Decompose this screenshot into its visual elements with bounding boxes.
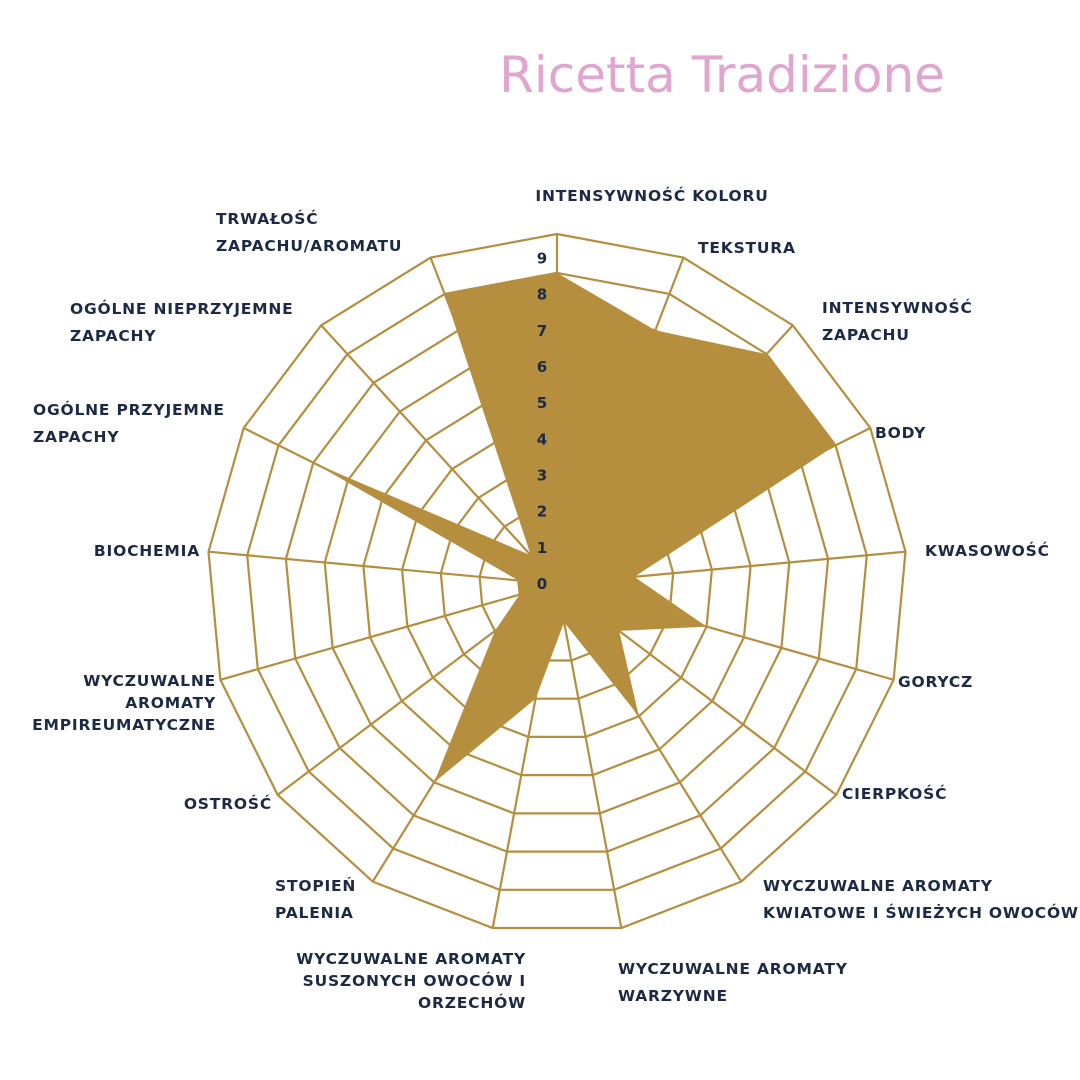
spoke xyxy=(556,427,871,585)
grid-ring xyxy=(517,543,597,624)
spoke xyxy=(220,582,558,681)
axis-label: KWASOWOŚĆ xyxy=(925,541,1050,560)
axis-label: BIOCHEMIA xyxy=(94,542,200,560)
grid-ring xyxy=(284,310,830,853)
spoke xyxy=(243,427,558,585)
tick-label: 0 xyxy=(537,575,547,593)
axis-label: PALENIA xyxy=(275,904,354,922)
grid-ring xyxy=(323,349,791,815)
axis-label: OSTROŚĆ xyxy=(184,794,272,813)
spoke xyxy=(555,257,685,585)
axis-label: TRWAŁOŚĆ xyxy=(216,209,318,228)
axis-label: BODY xyxy=(875,424,926,442)
axis-label: OGÓLNE NIEPRZYJEMNE xyxy=(70,299,294,318)
spoke xyxy=(555,583,623,929)
spoke xyxy=(556,324,794,585)
axis-label: OGÓLNE PRZYJEMNE xyxy=(33,400,225,419)
spoke xyxy=(371,583,558,883)
tick-label: 9 xyxy=(537,250,547,268)
axis-label: CIERPKOŚĆ xyxy=(842,784,947,803)
axis-label: ZAPACHY xyxy=(33,428,119,446)
axis-label: EMPIREUMATYCZNE xyxy=(32,716,216,734)
spoke xyxy=(556,582,894,681)
spoke xyxy=(429,257,559,585)
axis-label: KWIATOWE I ŚWIEŻYCH OWOCÓW xyxy=(763,903,1079,922)
grid-ring xyxy=(439,466,675,700)
axis-label: INTENSYWNOŚĆ KOLORU xyxy=(535,186,768,205)
axis-label: WYCZUWALNE xyxy=(83,672,216,690)
axis-label: AROMATY xyxy=(125,694,216,712)
grid-ring xyxy=(362,388,752,777)
spoke xyxy=(320,324,558,585)
spoke xyxy=(491,583,559,929)
grid-ring xyxy=(478,505,636,662)
grid-ring xyxy=(207,232,907,930)
tick-label: 7 xyxy=(537,322,547,340)
spoke xyxy=(556,550,906,586)
axis-label: ZAPACHU/AROMATU xyxy=(216,237,402,255)
axis-label: STOPIEŃ xyxy=(275,876,356,895)
spoke xyxy=(208,550,558,586)
axis-label: WYCZUWALNE AROMATY xyxy=(763,877,993,895)
spoke xyxy=(556,583,743,883)
tick-label: 1 xyxy=(537,539,547,557)
tick-label: 3 xyxy=(537,467,547,485)
chart-title: Ricetta Tradizione xyxy=(499,46,945,104)
axis-label: GORYCZ xyxy=(898,673,973,691)
axis-label: TEKSTURA xyxy=(698,239,796,257)
tick-label: 2 xyxy=(537,503,547,521)
axis-label: ZAPACHU xyxy=(822,326,910,344)
axis-label: WYCZUWALNE AROMATY xyxy=(296,950,526,968)
data-area xyxy=(313,272,836,783)
grid-ring xyxy=(400,427,714,739)
spoke xyxy=(277,583,558,796)
tick-label: 8 xyxy=(537,286,547,304)
tick-label: 6 xyxy=(537,358,547,376)
tick-label: 5 xyxy=(537,394,547,412)
axis-label: ORZECHÓW xyxy=(418,993,526,1012)
spoke xyxy=(556,583,837,796)
axis-label: INTENSYWNOŚĆ xyxy=(822,298,973,317)
axis-label: WARZYWNE xyxy=(618,987,728,1005)
tick-label: 4 xyxy=(537,430,547,448)
axis-label: ZAPACHY xyxy=(70,327,156,345)
axis-label: SUSZONYCH OWOCÓW I xyxy=(303,971,526,990)
axis-label: WYCZUWALNE AROMATY xyxy=(618,960,848,978)
grid-ring xyxy=(246,271,868,891)
